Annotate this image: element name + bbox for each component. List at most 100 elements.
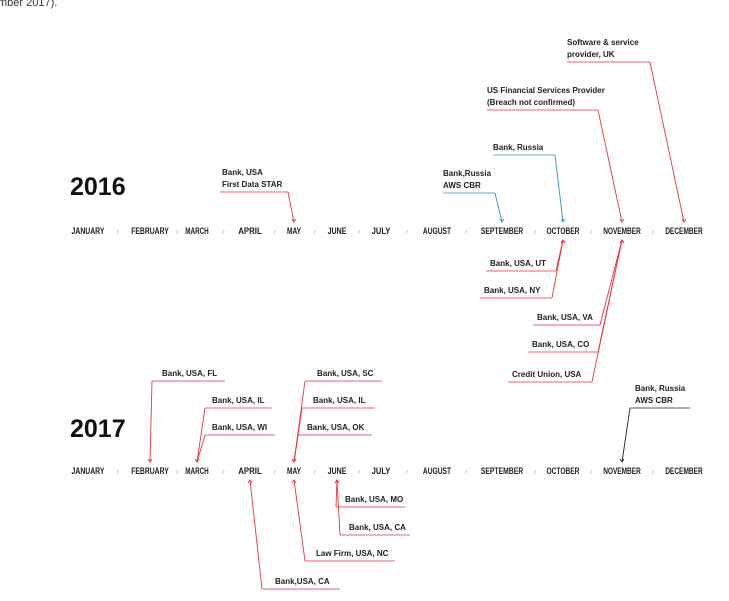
month-label: NOVEMBER bbox=[603, 226, 641, 236]
separator: › bbox=[176, 226, 179, 236]
event-connector bbox=[293, 479, 306, 562]
event-label: provider, UK bbox=[567, 50, 615, 59]
separator: › bbox=[405, 226, 408, 236]
event-connector bbox=[591, 239, 623, 383]
month-label: JULY bbox=[372, 466, 391, 476]
separator: › bbox=[405, 466, 408, 476]
month-label: DECEMBER bbox=[665, 466, 703, 476]
event-connector bbox=[287, 191, 295, 223]
event-label: Bank, USA, WI bbox=[212, 423, 267, 432]
separator: › bbox=[222, 226, 225, 236]
month-label: MARCH bbox=[185, 226, 209, 236]
event-label: Law Firm, USA, NC bbox=[316, 549, 389, 558]
event-connector bbox=[249, 479, 263, 590]
event-label: Bank, USA, NY bbox=[484, 286, 541, 295]
event-connector bbox=[551, 239, 564, 299]
event-arrowhead bbox=[291, 458, 297, 463]
separator: › bbox=[358, 226, 361, 236]
event-connector bbox=[599, 239, 623, 326]
event-label: Bank, USA, UT bbox=[490, 259, 546, 268]
event-arrowhead bbox=[334, 479, 340, 484]
event-connector bbox=[621, 407, 631, 463]
event-connector bbox=[293, 434, 299, 463]
separator: › bbox=[116, 226, 119, 236]
separator: › bbox=[590, 466, 593, 476]
event-label: Bank, USA bbox=[222, 168, 263, 177]
month-label: FEBRUARY bbox=[131, 466, 169, 476]
month-label: SEPTEMBER bbox=[481, 226, 524, 236]
month-label: NOVEMBER bbox=[603, 466, 641, 476]
event-label: Bank,USA, CA bbox=[275, 577, 330, 586]
event-arrowhead bbox=[681, 218, 687, 223]
event-label: Bank, USA, IL bbox=[212, 396, 265, 405]
month-label: JULY bbox=[372, 226, 391, 236]
separator: › bbox=[273, 226, 276, 236]
event-label: AWS CBR bbox=[635, 396, 673, 405]
event-connector bbox=[554, 154, 564, 223]
separator: › bbox=[464, 466, 467, 476]
event-arrowhead bbox=[619, 218, 625, 223]
event-label: Bank, USA, MO bbox=[345, 495, 403, 504]
year-label: 2016 bbox=[70, 173, 126, 201]
separator: › bbox=[464, 226, 467, 236]
event-label: (Breach not confirmed) bbox=[487, 98, 575, 107]
month-label: APRIL bbox=[238, 226, 262, 236]
month-label: JANUARY bbox=[72, 466, 105, 476]
month-label: SEPTEMBER bbox=[481, 466, 524, 476]
event-label: Software & service bbox=[567, 38, 639, 47]
month-label: MARCH bbox=[185, 466, 209, 476]
event-arrowhead bbox=[619, 458, 625, 463]
event-connector bbox=[149, 380, 153, 463]
separator: › bbox=[116, 466, 119, 476]
separator: › bbox=[652, 466, 655, 476]
month-label: FEBRUARY bbox=[131, 226, 169, 236]
event-label: AWS CBR bbox=[443, 181, 481, 190]
month-label: AUGUST bbox=[423, 226, 452, 236]
event-arrowhead bbox=[619, 239, 625, 244]
month-label: OCTOBER bbox=[547, 226, 580, 236]
event-connector bbox=[649, 61, 685, 223]
month-label: APRIL bbox=[238, 466, 262, 476]
month-label: JUNE bbox=[328, 226, 347, 236]
month-label: JUNE bbox=[328, 466, 347, 476]
separator: › bbox=[590, 226, 593, 236]
month-label: DECEMBER bbox=[665, 226, 703, 236]
event-arrowhead bbox=[560, 239, 566, 244]
event-label: Bank, USA, FL bbox=[162, 369, 217, 378]
month-label: MAY bbox=[287, 226, 301, 236]
separator: › bbox=[313, 226, 316, 236]
event-label: Bank,Russia bbox=[443, 169, 492, 178]
event-arrowhead bbox=[499, 218, 505, 223]
event-arrowhead bbox=[247, 479, 253, 484]
event-label: First Data STAR bbox=[222, 180, 283, 189]
event-label: US Financial Services Provider bbox=[487, 86, 605, 95]
event-connector bbox=[597, 109, 623, 223]
event-connector bbox=[336, 479, 341, 536]
separator: › bbox=[313, 466, 316, 476]
separator: › bbox=[533, 226, 536, 236]
event-label: Bank, Russia bbox=[493, 143, 544, 152]
event-label: Bank, USA, VA bbox=[537, 313, 593, 322]
event-arrowhead bbox=[194, 458, 200, 463]
month-label: OCTOBER bbox=[547, 466, 580, 476]
year-label: 2017 bbox=[70, 415, 126, 443]
event-arrowhead bbox=[147, 458, 153, 463]
separator: › bbox=[273, 466, 276, 476]
month-label: AUGUST bbox=[423, 466, 452, 476]
separator: › bbox=[176, 466, 179, 476]
caption-fragment: mber 2017). bbox=[0, 0, 57, 9]
event-arrowhead bbox=[291, 218, 297, 223]
separator: › bbox=[652, 226, 655, 236]
event-label: Bank, USA, CA bbox=[349, 523, 406, 532]
separator: › bbox=[222, 466, 225, 476]
event-label: Bank, Russia bbox=[635, 384, 686, 393]
event-label: Bank, USA, IL bbox=[313, 396, 366, 405]
event-label: Bank, USA, CO bbox=[532, 340, 589, 349]
event-label: Credit Union, USA bbox=[512, 370, 582, 379]
event-arrowhead bbox=[291, 479, 297, 484]
event-label: Bank, USA, SC bbox=[317, 369, 374, 378]
event-connector bbox=[196, 434, 206, 463]
event-arrowhead bbox=[560, 218, 566, 223]
month-label: JANUARY bbox=[72, 226, 105, 236]
